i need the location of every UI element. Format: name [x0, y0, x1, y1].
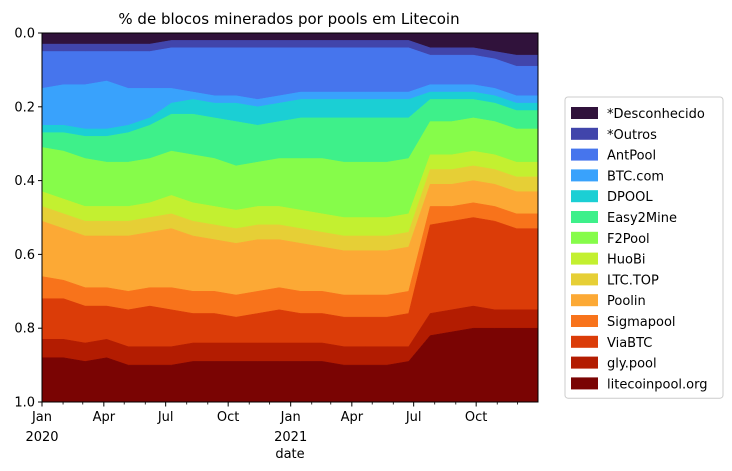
- stacked-areas: [41, 32, 539, 403]
- x-tick-label: Oct: [217, 410, 239, 425]
- legend-label: *Desconhecido: [607, 107, 705, 122]
- x-tick-label: Jan: [31, 410, 52, 425]
- chart-title: % de blocos minerados por pools em Litec…: [118, 10, 459, 28]
- legend-swatch: [571, 127, 598, 140]
- x-tick-year-label: 2020: [25, 430, 58, 445]
- y-tick-label: 0.0: [14, 27, 35, 42]
- legend-swatch: [571, 252, 598, 265]
- legend-swatch: [571, 273, 598, 286]
- x-tick-label: Apr: [93, 410, 116, 425]
- legend-label: litecoinpool.org: [607, 377, 708, 392]
- legend-swatch: [571, 148, 598, 161]
- y-tick-label: 1.0: [14, 396, 35, 411]
- legend-swatch: [571, 169, 598, 182]
- legend-swatch: [571, 335, 598, 348]
- x-tick-year-label: 2021: [274, 430, 307, 445]
- legend-label: ViaBTC: [607, 336, 652, 351]
- plot-frame: [41, 32, 539, 403]
- legend-swatch: [571, 377, 598, 390]
- y-tick-label: 0.4: [14, 174, 35, 189]
- legend-swatch: [571, 211, 598, 223]
- legend-label: *Outros: [607, 128, 657, 143]
- legend-swatch: [571, 315, 598, 327]
- y-tick-label: 0.6: [14, 248, 35, 263]
- legend-label: HuoBi: [607, 253, 646, 268]
- legend-label: Easy2Mine: [607, 211, 677, 226]
- x-tick-label: Apr: [341, 410, 364, 425]
- legend-label: Sigmapool: [607, 315, 676, 330]
- legend-label: F2Pool: [607, 232, 650, 247]
- y-tick-label: 0.2: [14, 100, 35, 115]
- y-axis: 0.0 0.2 0.4 0.6 0.8 1.0: [14, 27, 42, 411]
- x-tick-label: Jul: [157, 410, 174, 425]
- legend-swatch: [571, 294, 598, 307]
- legend-swatch: [571, 190, 598, 203]
- legend: *Desconhecido *Outros AntPool BTC.com DPOOL E…: [564, 96, 724, 399]
- x-tick-label: Jan: [280, 410, 301, 425]
- legend-swatch: [571, 231, 598, 244]
- legend-label: gly.pool: [607, 357, 657, 372]
- legend-label: DPOOL: [607, 190, 653, 205]
- legend-swatch: [571, 356, 598, 369]
- legend-box: [564, 96, 724, 399]
- x-tick-label: Oct: [465, 410, 487, 425]
- legend-label: BTC.com: [607, 169, 664, 184]
- legend-label: Poolin: [607, 294, 646, 309]
- y-tick-label: 0.8: [14, 322, 35, 337]
- legend-label: AntPool: [607, 149, 656, 164]
- x-axis-label: date: [275, 447, 304, 462]
- legend-swatch: [571, 107, 598, 119]
- x-axis: Jan 2020 Apr Jul Oct Jan 2021 Apr Jul Oct: [25, 402, 519, 445]
- x-tick-label: Jul: [405, 410, 422, 425]
- legend-label: LTC.TOP: [607, 273, 659, 288]
